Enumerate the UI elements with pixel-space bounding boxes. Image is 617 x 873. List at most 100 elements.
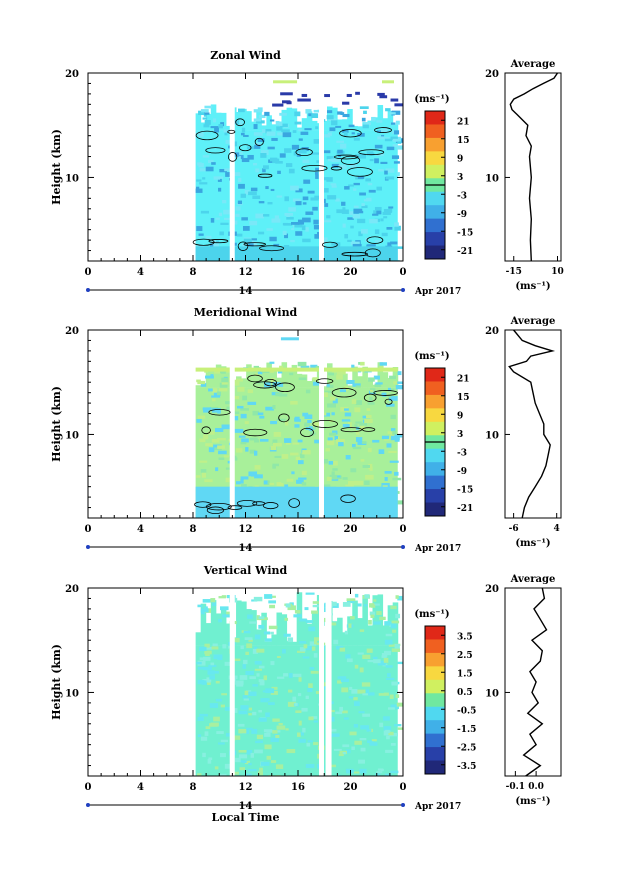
data-cell [320, 177, 329, 181]
data-cell [394, 644, 400, 649]
data-cell [282, 132, 292, 138]
data-cell [357, 176, 365, 179]
data-cell [284, 196, 289, 202]
data-cell [394, 222, 399, 227]
data-cell [222, 199, 227, 204]
data-cell [312, 604, 322, 608]
data-cell [247, 389, 254, 394]
y-tick-label: 10 [65, 173, 79, 184]
data-cell [380, 768, 384, 772]
data-cell [353, 205, 359, 208]
data-cell [369, 603, 375, 608]
data-cell [390, 122, 396, 125]
data-cell [270, 420, 278, 425]
data-cell [392, 477, 402, 481]
data-cell [396, 500, 403, 505]
data-gap [229, 588, 235, 776]
data-cell [340, 710, 348, 714]
data-cell [352, 214, 361, 219]
data-cell [383, 716, 390, 721]
data-cell [268, 702, 275, 705]
data-cell [250, 187, 258, 192]
data-cell [371, 116, 376, 122]
data-cell [240, 442, 247, 445]
data-cell [333, 639, 339, 645]
data-cell [254, 142, 261, 145]
data-cell [377, 92, 385, 96]
data-cell [271, 137, 278, 141]
data-cell [394, 471, 399, 476]
data-cell [242, 243, 247, 248]
data-cell [359, 667, 364, 673]
data-cell [255, 213, 264, 219]
colorbar-tick-label: -9 [457, 467, 467, 477]
colorbar-tick-label: -9 [457, 210, 467, 220]
data-cell [247, 614, 253, 619]
colorbar-swatch [425, 421, 445, 436]
data-cell [208, 757, 213, 760]
data-cell [310, 670, 319, 674]
data-cell [342, 113, 350, 118]
data-cell [259, 439, 269, 442]
data-cell [204, 479, 213, 483]
data-cell [279, 121, 283, 126]
data-cell [391, 681, 398, 686]
data-cell [331, 120, 338, 126]
data-cell [307, 740, 313, 743]
data-cell [291, 471, 295, 475]
data-cell [392, 144, 398, 148]
data-cell [240, 476, 249, 480]
data-cell [235, 151, 243, 155]
data-cell [305, 109, 312, 114]
data-cell [313, 109, 320, 113]
data-cell [391, 110, 401, 115]
data-cell [342, 744, 350, 748]
panel-2: Meridional Wind 10 20 Height (km) 0 4 8 12 16 20 0… [50, 306, 562, 554]
data-cell [389, 112, 396, 115]
data-cell [224, 763, 231, 769]
colorbar-tick-label: -2.5 [457, 743, 476, 753]
data-cell [389, 388, 395, 391]
data-cell [243, 134, 249, 137]
data-cell [236, 203, 243, 206]
data-cell [257, 138, 265, 142]
data-cell [389, 375, 396, 380]
data-cell [388, 731, 394, 736]
data-cell [386, 146, 395, 151]
data-cell [244, 637, 253, 640]
average-unit: (ms⁻¹) [515, 796, 550, 807]
data-cell [331, 185, 337, 188]
data-cell [360, 425, 365, 430]
data-cell [211, 162, 216, 165]
data-cell [197, 380, 206, 385]
data-cell [397, 661, 403, 665]
data-cell [322, 392, 328, 398]
data-cell [259, 415, 265, 419]
data-cell [280, 92, 293, 96]
data-cell [254, 634, 261, 640]
x-axis-label: Local Time [212, 811, 280, 824]
data-cell [346, 598, 356, 602]
data-cell [270, 737, 279, 743]
data-cell [254, 439, 260, 443]
average-x-tick-label: -6 [509, 524, 519, 534]
data-cell [232, 172, 241, 177]
data-cell [298, 738, 306, 743]
data-cell [328, 158, 336, 162]
data-cell [291, 228, 295, 231]
data-cell [327, 195, 337, 200]
data-cell [260, 761, 270, 766]
data-cell [362, 366, 368, 388]
data-cell [204, 731, 209, 736]
y-tick-label: 10 [65, 688, 79, 699]
data-cell [385, 108, 391, 112]
data-cell [203, 124, 210, 128]
data-cell [249, 437, 258, 441]
data-cell [199, 646, 207, 652]
data-cell [251, 241, 257, 247]
colorbar-tick-label: -3 [457, 191, 467, 201]
data-cell [247, 154, 254, 160]
data-cell [225, 733, 232, 737]
data-cell [347, 422, 352, 427]
data-cell [272, 463, 280, 467]
